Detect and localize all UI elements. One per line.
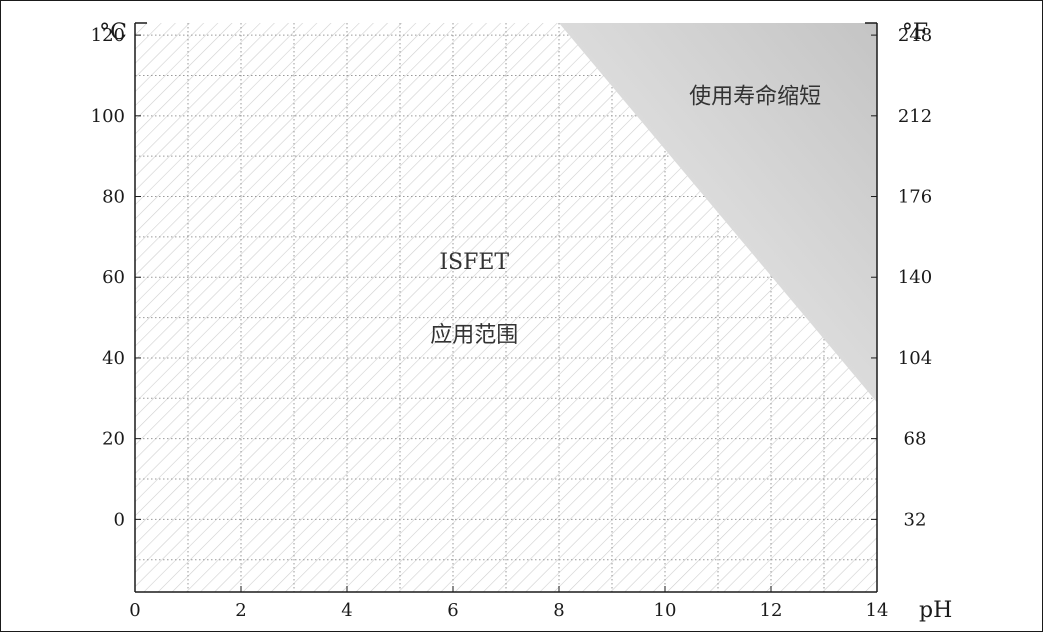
x-tick-label: 4 xyxy=(341,600,352,621)
application-range-label: ISFET xyxy=(439,250,509,275)
y-left-tick-label: 120 xyxy=(91,25,125,46)
y-right-unit-label: °F xyxy=(902,20,928,45)
x-tick-label: 14 xyxy=(866,600,889,621)
y-left-tick-label: 40 xyxy=(102,348,125,369)
reduced-lifetime-region xyxy=(559,23,877,403)
x-tick-label: 2 xyxy=(235,600,246,621)
x-tick-label: 0 xyxy=(129,600,140,621)
x-tick-label: 12 xyxy=(760,600,783,621)
application-range-label: 应用范围 xyxy=(430,323,518,348)
x-tick-label: 6 xyxy=(447,600,458,621)
y-right-tick-label: 176 xyxy=(898,187,932,208)
y-left-tick-label: 20 xyxy=(102,429,125,450)
y-right-tick-label: 68 xyxy=(904,429,927,450)
axes xyxy=(134,22,878,593)
y-right-tick-label: 212 xyxy=(898,106,932,127)
x-tick-label: 10 xyxy=(654,600,677,621)
y-right-tick-label: 104 xyxy=(898,348,932,369)
x-axis-label: pH xyxy=(919,598,952,623)
y-left-tick-label: 60 xyxy=(102,267,125,288)
y-left-tick-label: 0 xyxy=(114,509,125,530)
y-right-tick-label: 248 xyxy=(898,25,932,46)
y-left-unit-label: °C xyxy=(99,20,127,45)
region-labels: ISFET 应用范围 使用寿命缩短 xyxy=(430,85,821,348)
y-left-tick-label: 80 xyxy=(102,187,125,208)
y-right-tick-label: 140 xyxy=(898,267,932,288)
x-tick-label: 8 xyxy=(553,600,564,621)
y-left-tick-label: 100 xyxy=(91,106,125,127)
reduced-lifetime-label: 使用寿命缩短 xyxy=(689,85,821,110)
y-right-tick-label: 32 xyxy=(904,509,927,530)
